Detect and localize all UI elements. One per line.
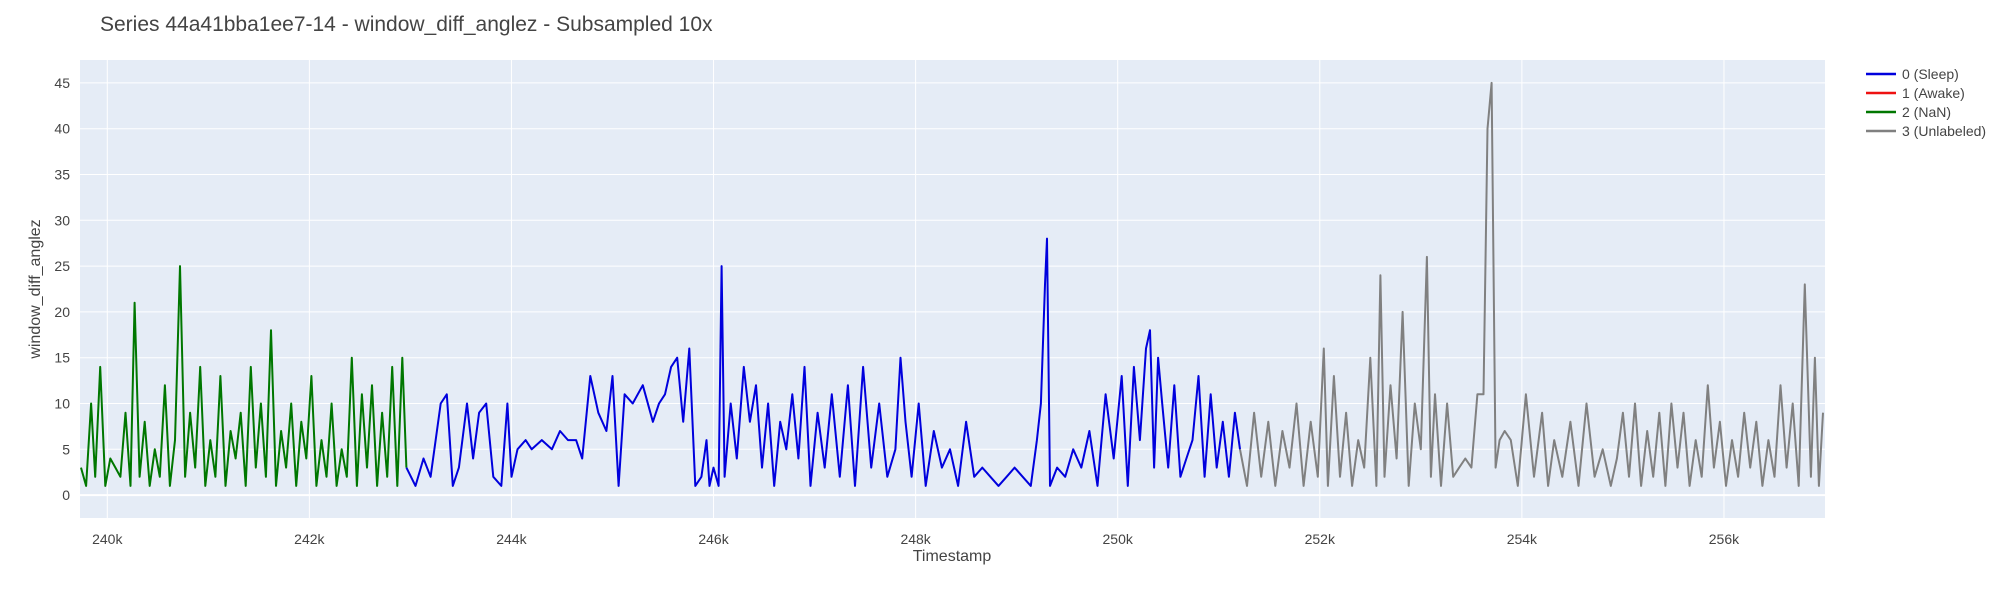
x-tick-label: 246k (698, 531, 729, 547)
y-tick-label: 45 (54, 75, 70, 91)
series-line-2-nan[interactable] (80, 265, 408, 487)
x-tick-label: 256k (1709, 531, 1740, 547)
y-tick-label: 25 (54, 258, 70, 274)
y-axis-ticks: 0 5 10 15 20 25 30 35 40 45 (54, 75, 70, 503)
x-tick-label: 252k (1305, 531, 1336, 547)
y-axis-title: window_diff_anglez (27, 219, 44, 359)
y-tick-label: 5 (62, 441, 70, 457)
legend-label: 0 (Sleep) (1902, 66, 1959, 82)
y-tick-label: 15 (54, 350, 70, 366)
y-tick-label: 0 (62, 487, 70, 503)
x-tick-label: 242k (294, 531, 325, 547)
legend-item-3-unlabeled[interactable]: 3 (Unlabeled) (1866, 123, 1986, 139)
legend-label: 1 (Awake) (1902, 85, 1965, 101)
y-tick-label: 30 (54, 212, 70, 228)
y-tick-label: 35 (54, 167, 70, 183)
y-tick-label: 40 (54, 121, 70, 137)
chart-title: Series 44a41bba1ee7-14 - window_diff_ang… (100, 13, 713, 36)
series-line-3-unlabeled[interactable] (1239, 81, 1824, 487)
legend-label: 2 (NaN) (1902, 104, 1951, 120)
plot-area[interactable] (80, 60, 1825, 518)
series-layer (80, 81, 1824, 487)
legend-item-2-nan[interactable]: 2 (NaN) (1866, 104, 1951, 120)
x-tick-label: 248k (900, 531, 931, 547)
grid (80, 60, 1825, 518)
legend-item-0-sleep[interactable]: 0 (Sleep) (1866, 66, 1959, 82)
x-tick-label: 250k (1103, 531, 1134, 547)
x-tick-label: 254k (1507, 531, 1538, 547)
y-tick-label: 10 (54, 396, 70, 412)
x-tick-label: 244k (496, 531, 527, 547)
x-tick-label: 240k (92, 531, 123, 547)
series-line-0-sleep[interactable] (405, 237, 1241, 487)
x-axis-title: Timestamp (913, 548, 992, 565)
x-axis-ticks: 240k 242k 244k 246k 248k 250k 252k 254k 256k (92, 531, 1740, 547)
legend-label: 3 (Unlabeled) (1902, 123, 1986, 139)
legend-item-1-awake[interactable]: 1 (Awake) (1866, 85, 1965, 101)
legend: 0 (Sleep) 1 (Awake) 2 (NaN) 3 (Unlabeled) (1866, 66, 1986, 139)
y-tick-label: 20 (54, 304, 70, 320)
